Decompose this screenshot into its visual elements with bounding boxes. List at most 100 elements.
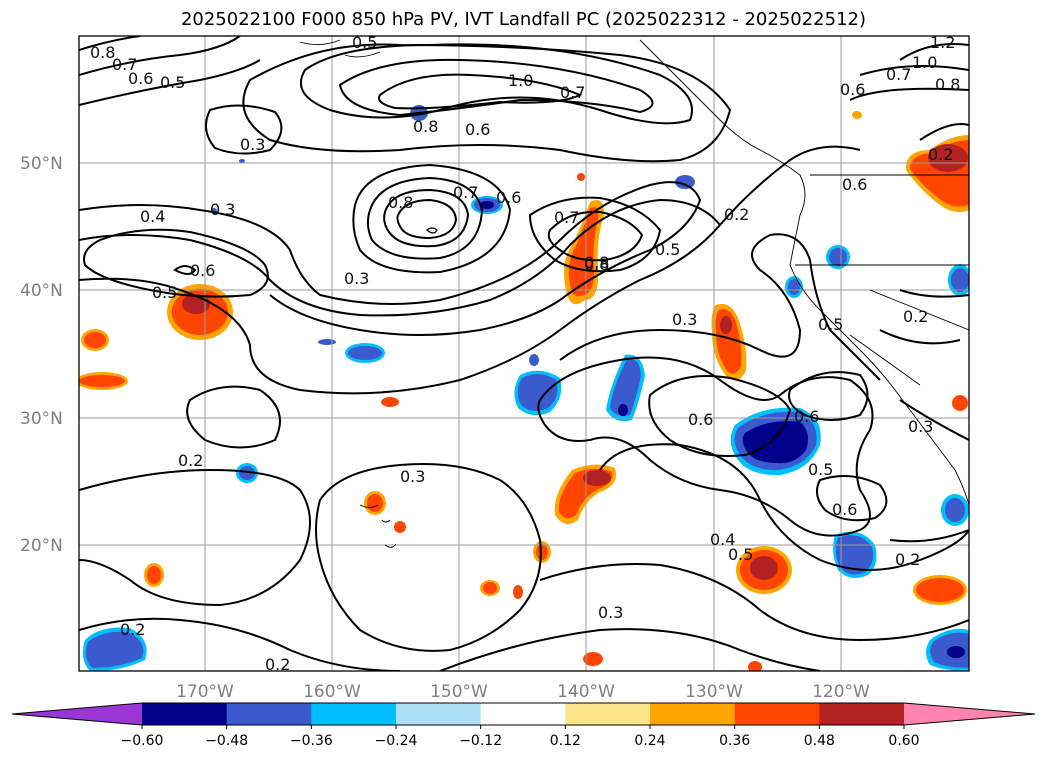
contour-label: 0.7 [453, 183, 478, 202]
colorbar-tick-label: −0.60 [121, 733, 164, 749]
contour-label: 0.7 [886, 65, 911, 84]
positive-patch [736, 546, 792, 594]
contour-label: 0.8 [388, 193, 413, 212]
contour-labels: 0.8 0.7 0.6 0.5 0.5 1.0 0.7 0.8 0.6 0.3 … [90, 33, 960, 674]
positive-patch [167, 284, 233, 340]
contour-label: 0.5 [160, 73, 185, 92]
lon-label: 120°W [812, 682, 870, 702]
contour-label: 0.6 [688, 410, 713, 429]
lon-label: 140°W [557, 682, 615, 702]
colorbar-segment [734, 703, 820, 725]
contour-label: 0.8 [935, 75, 960, 94]
contour-label: 0.6 [128, 69, 153, 88]
colorbar-extend-high [904, 703, 1035, 725]
contour-label: 0.6 [842, 175, 867, 194]
contour-label: 0.6 [190, 261, 215, 280]
lat-label: 50°N [20, 154, 63, 174]
map-title: 2025022100 F000 850 hPa PV, IVT Landfall… [180, 9, 867, 30]
contour-label: 0.2 [903, 307, 928, 326]
positive-patch [79, 372, 128, 390]
colorbar-tick-label: 0.24 [634, 733, 665, 749]
colorbar-segment [396, 703, 482, 725]
map-frame [78, 35, 970, 672]
contour-label: 0.3 [240, 135, 265, 154]
colorbar: −0.60 −0.48 −0.36 −0.24 −0.12 0.12 0.24 0.36 0.4… [11, 702, 1036, 749]
contour-label: 0.7 [554, 208, 579, 227]
colorbar-tick-label: −0.48 [205, 733, 248, 749]
contour-label: 0.2 [178, 451, 203, 470]
lon-label: 160°W [303, 682, 361, 702]
colorbar-tick-label: 0.48 [804, 733, 835, 749]
colorbar-tick-label: 0.12 [550, 733, 581, 749]
positive-patch [711, 303, 747, 381]
contour-label: 0.6 [794, 407, 819, 426]
contour-label: 0.3 [908, 417, 933, 436]
contour-label: 1.0 [912, 53, 937, 72]
colorbar-segment [819, 703, 905, 725]
colorbar-tick-label: 0.36 [719, 733, 750, 749]
contour-label: 0.6 [840, 80, 865, 99]
colorbar-tick-label: −0.24 [375, 733, 418, 749]
colorbar-extend-low [12, 703, 142, 725]
contour-label: 0.5 [655, 240, 680, 259]
contour-label: 0.5 [818, 315, 843, 334]
gridlines [79, 36, 969, 671]
colorbar-segment [311, 703, 397, 725]
negative-patch [82, 627, 147, 671]
contour-label: 0.6 [465, 120, 490, 139]
negative-patch [730, 407, 821, 476]
negative-patch [211, 105, 969, 526]
colorbar-segment [565, 703, 651, 725]
contour-label: 0.8 [584, 253, 609, 272]
contour-label: 0.4 [710, 530, 735, 549]
positive-patch [144, 111, 968, 671]
negative-patch [606, 354, 645, 422]
colorbar-segment [480, 703, 566, 725]
contour-label: 0.5 [808, 460, 833, 479]
map-area: 0.8 0.7 0.6 0.5 0.5 1.0 0.7 0.8 0.6 0.3 … [79, 33, 969, 674]
contour-label: 0.3 [598, 603, 623, 622]
contour-label: 0.7 [112, 55, 137, 74]
coastlines [299, 39, 969, 548]
contour-label: 0.2 [724, 205, 749, 224]
lon-label: 150°W [430, 682, 488, 702]
contour-label: 0.5 [152, 283, 177, 302]
lon-label: 130°W [685, 682, 743, 702]
lat-label: 20°N [20, 536, 63, 556]
contour-label: 1.2 [930, 33, 955, 52]
contour-label: 0.5 [728, 545, 753, 564]
contour-label: 0.2 [895, 550, 920, 569]
contour-label: 0.2 [120, 620, 145, 639]
contour-label: 0.3 [344, 269, 369, 288]
contour-label: 1.0 [508, 71, 533, 90]
contour-label: 0.3 [210, 200, 235, 219]
shaded-anomalies [79, 105, 969, 671]
contour-label: 0.7 [560, 83, 585, 102]
pv-contours [79, 36, 969, 671]
contour-label: 0.3 [400, 467, 425, 486]
colorbar-tick-label: −0.36 [290, 733, 333, 749]
contour-label: 0.8 [90, 43, 115, 62]
latitude-labels: 50°N 40°N 30°N 20°N [20, 154, 63, 556]
lat-label: 40°N [20, 281, 63, 301]
contour-label: 0.6 [496, 188, 521, 207]
colorbar-segment [226, 703, 312, 725]
colorbar-tick-label: 0.60 [888, 733, 919, 749]
contour-label: 0.8 [413, 117, 438, 136]
colorbar-segment [142, 703, 228, 725]
negative-patch [514, 354, 562, 416]
positive-patch [81, 329, 109, 351]
lat-label: 30°N [20, 409, 63, 429]
negative-patch [926, 628, 969, 671]
contour-label: 0.8 [584, 255, 609, 274]
contour-label: 0.2 [928, 145, 953, 164]
contour-label: 0.4 [140, 207, 165, 226]
colorbar-segment [650, 703, 736, 725]
positive-patch [913, 575, 967, 605]
contour-label: 0.2 [265, 655, 290, 674]
longitude-labels: 170°W 160°W 150°W 140°W 130°W 120°W [176, 682, 870, 702]
contour-label: 0.3 [672, 310, 697, 329]
positive-patch [905, 135, 969, 213]
contour-label: 0.5 [352, 33, 377, 52]
